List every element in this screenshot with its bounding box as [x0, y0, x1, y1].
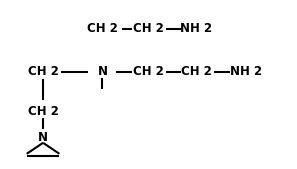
Text: CH 2: CH 2	[28, 105, 59, 118]
Text: NH 2: NH 2	[180, 22, 212, 35]
Text: N: N	[97, 65, 108, 78]
Text: CH 2: CH 2	[181, 65, 211, 78]
Text: CH 2: CH 2	[133, 65, 164, 78]
Text: CH 2: CH 2	[133, 22, 164, 35]
Text: CH 2: CH 2	[28, 65, 59, 78]
Text: NH 2: NH 2	[230, 65, 263, 78]
Text: N: N	[38, 131, 48, 144]
Text: CH 2: CH 2	[87, 22, 118, 35]
